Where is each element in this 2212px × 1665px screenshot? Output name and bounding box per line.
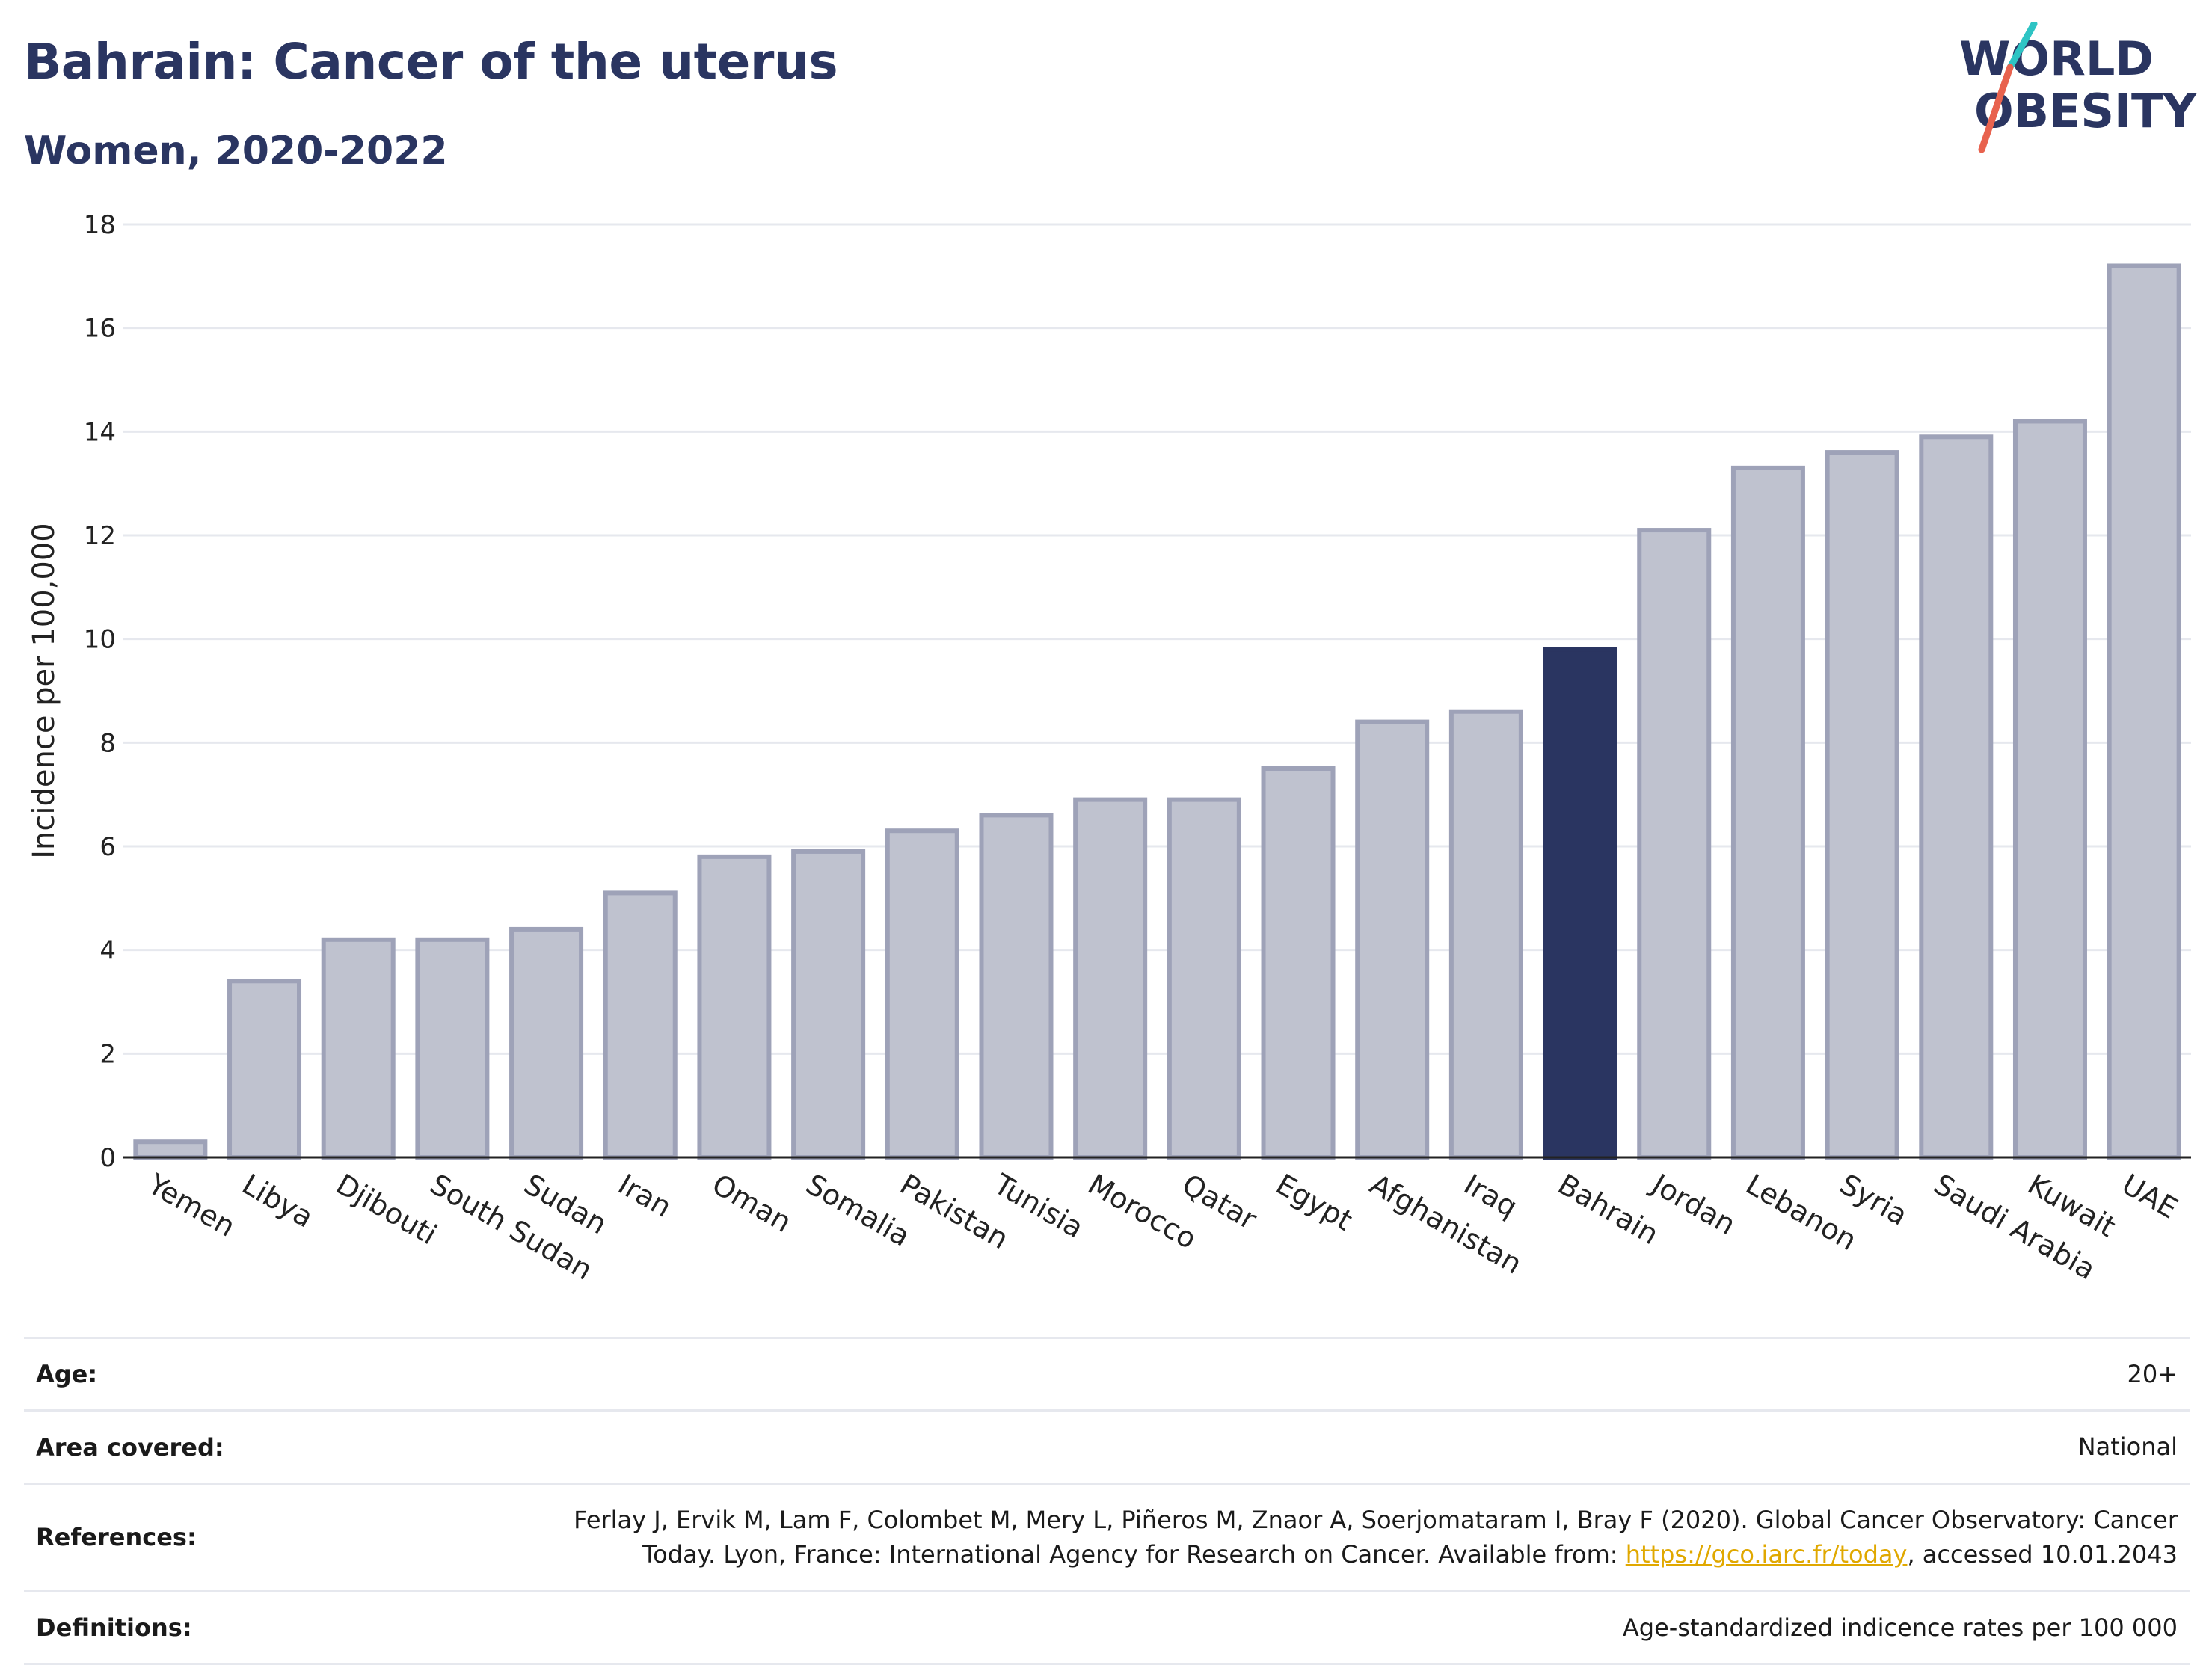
y-tick-label: 6 — [99, 832, 116, 862]
definitions-value: Age-standardized indicence rates per 100… — [1622, 1613, 2178, 1642]
bar-lebanon — [1730, 465, 1805, 1160]
references-label: References: — [36, 1523, 197, 1552]
references-value: Ferlay J, Ervik M, Lam F, Colombet M, Me… — [574, 1503, 2178, 1572]
x-tick-label: Somalia — [801, 1168, 916, 1253]
y-tick-label: 12 — [84, 521, 116, 551]
y-tick-label: 8 — [99, 728, 116, 758]
area-label: Area covered: — [36, 1432, 224, 1462]
bar-oman — [697, 854, 772, 1160]
info-table: Age: 20+ Area covered: National Referenc… — [24, 1337, 2190, 1665]
y-tick-label: 0 — [99, 1143, 116, 1173]
x-tick-label: Yemen — [142, 1167, 241, 1243]
bar-egypt — [1261, 766, 1336, 1160]
x-tick-label: UAE — [2116, 1168, 2183, 1225]
bar-sudan — [509, 926, 584, 1160]
references-line1: Ferlay J, Ervik M, Lam F, Colombet M, Me… — [574, 1505, 2178, 1534]
bar-pakistan — [885, 828, 959, 1160]
references-row: References: Ferlay J, Ervik M, Lam F, Co… — [24, 1482, 2190, 1590]
logo-line2: OBESITY — [1974, 84, 2197, 138]
definitions-label: Definitions: — [36, 1613, 192, 1642]
y-tick-label: 10 — [84, 625, 116, 655]
x-tick-label: Iran — [612, 1168, 677, 1224]
y-tick-label: 16 — [84, 314, 116, 344]
y-tick-label: 14 — [84, 417, 116, 447]
x-tick-label: Morocco — [1083, 1168, 1202, 1256]
bar-tunisia — [979, 813, 1054, 1160]
x-tick-label: Libya — [236, 1168, 319, 1234]
bar-djibouti — [321, 937, 396, 1160]
x-tick-label: Djibouti — [331, 1168, 443, 1252]
y-axis-title: Incidence per 100,000 — [27, 523, 61, 859]
logo-line1: WORLD — [1959, 31, 2154, 86]
x-tick-label: Saudi Arabia — [1929, 1168, 2101, 1287]
bar-somalia — [791, 849, 866, 1160]
age-row: Age: 20+ — [24, 1337, 2190, 1409]
age-label: Age: — [36, 1360, 98, 1389]
area-row: Area covered: National — [24, 1409, 2190, 1482]
x-tick-label: Bahrain — [1552, 1168, 1664, 1252]
logo-slash-red — [1978, 64, 2014, 153]
x-tick-label: South Sudan — [425, 1168, 598, 1287]
references-accessed: , accessed 10.01.2043 — [1907, 1540, 2178, 1569]
chart-subtitle: Women, 2020-2022 — [24, 129, 448, 173]
bar-kuwait — [2012, 419, 2087, 1160]
y-tick-label: 2 — [99, 1039, 116, 1069]
y-tick-label: 4 — [99, 936, 116, 966]
x-tick-label: Pakistan — [894, 1168, 1014, 1256]
logo-slash-teal — [2006, 22, 2038, 71]
bar-qatar — [1167, 797, 1241, 1160]
references-line2: Today. Lyon, France: International Agenc… — [642, 1540, 1626, 1569]
age-value: 20+ — [2127, 1360, 2178, 1388]
x-tick-label: Egypt — [1271, 1168, 1358, 1237]
x-tick-label: Oman — [707, 1168, 797, 1239]
bars — [133, 263, 2181, 1160]
bar-morocco — [1073, 797, 1148, 1160]
area-value: National — [2077, 1432, 2178, 1462]
chart-title: Bahrain: Cancer of the uterus — [24, 33, 838, 90]
bar-afghanistan — [1355, 719, 1430, 1160]
bar-bahrain — [1543, 647, 1617, 1160]
bar-south-sudan — [415, 937, 490, 1160]
y-axis: 0 2 4 6 8 10 12 14 16 18 — [84, 210, 116, 1173]
bar-uae — [2107, 263, 2181, 1160]
x-tick-label: Iraq — [1458, 1168, 1523, 1224]
bar-iran — [603, 890, 678, 1160]
bar-yemen — [133, 1139, 208, 1160]
bar-saudi-arabia — [1919, 434, 1994, 1160]
bar-syria — [1825, 450, 1899, 1160]
bar-jordan — [1637, 528, 1712, 1160]
bar-libya — [227, 979, 302, 1160]
definitions-row: Definitions: Age-standardized indicence … — [24, 1589, 2190, 1665]
references-link[interactable]: https://gco.iarc.fr/today — [1625, 1540, 1908, 1569]
bar-iraq — [1448, 709, 1523, 1160]
world-obesity-logo: WORLD OBESITY — [1959, 22, 2197, 153]
y-tick-label: 18 — [84, 210, 116, 240]
